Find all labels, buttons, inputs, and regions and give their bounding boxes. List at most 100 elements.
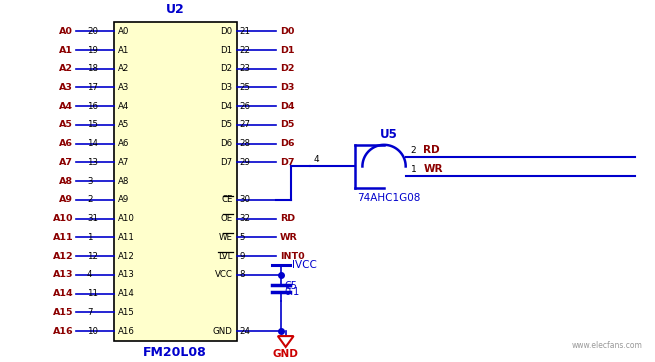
Text: 2: 2 [411,146,416,155]
Text: A2: A2 [117,64,129,73]
Text: 3: 3 [87,177,92,186]
Text: INT0: INT0 [280,252,305,261]
Text: 5: 5 [240,233,245,242]
Text: A11: A11 [117,233,134,242]
Text: D4: D4 [280,102,294,111]
Text: 28: 28 [240,139,250,148]
Text: A1: A1 [59,46,73,55]
Text: 9: 9 [240,252,245,261]
Text: 18: 18 [87,64,98,73]
Text: GND: GND [213,327,233,336]
Polygon shape [113,22,236,341]
Text: 7: 7 [87,308,92,317]
Text: FM20L08: FM20L08 [143,346,207,359]
Text: D2: D2 [280,64,294,73]
Text: A15: A15 [53,308,73,317]
Text: 26: 26 [240,102,250,111]
Text: A12: A12 [52,252,73,261]
Text: A7: A7 [117,158,129,167]
Text: WR: WR [423,164,443,174]
Text: D5: D5 [221,121,233,130]
Text: A1: A1 [117,46,129,55]
Text: A7: A7 [59,158,73,167]
Text: A16: A16 [52,327,73,336]
Text: A4: A4 [117,102,129,111]
Text: D4: D4 [221,102,233,111]
Text: A3: A3 [117,83,129,92]
Text: D0: D0 [280,27,294,36]
Text: 8: 8 [240,270,245,279]
Text: WE: WE [219,233,233,242]
Text: 21: 21 [240,27,250,36]
Text: 23: 23 [240,64,250,73]
Text: 12: 12 [87,252,98,261]
Text: 17: 17 [87,83,98,92]
Text: A6: A6 [117,139,129,148]
Text: A16: A16 [117,327,134,336]
Text: 16: 16 [87,102,98,111]
Text: LVL: LVL [218,252,233,261]
Text: 0.1: 0.1 [285,287,300,297]
Text: A0: A0 [117,27,129,36]
Text: A9: A9 [59,195,73,205]
Text: A4: A4 [59,102,73,111]
Text: 22: 22 [240,46,250,55]
Text: C5: C5 [285,281,298,291]
Text: D5: D5 [280,121,294,130]
Text: D6: D6 [280,139,294,148]
Text: 15: 15 [87,121,98,130]
Text: VCC: VCC [215,270,233,279]
Text: A15: A15 [117,308,134,317]
Text: 29: 29 [240,158,250,167]
Text: 4: 4 [313,155,319,164]
Text: A8: A8 [59,177,73,186]
Text: RD: RD [280,214,295,223]
Text: GND: GND [272,349,299,359]
Text: 30: 30 [240,195,250,205]
Text: A10: A10 [117,214,134,223]
Text: 1: 1 [87,233,92,242]
Text: 1: 1 [411,165,417,174]
Text: A3: A3 [60,83,73,92]
Text: D3: D3 [280,83,294,92]
Text: A13: A13 [53,270,73,279]
Text: RD: RD [423,145,440,155]
Text: OE: OE [220,214,233,223]
Text: 27: 27 [240,121,250,130]
Text: 13: 13 [87,158,98,167]
Text: 32: 32 [240,214,250,223]
Text: U2: U2 [166,3,185,16]
Text: D2: D2 [221,64,233,73]
Text: A8: A8 [117,177,129,186]
Text: A0: A0 [60,27,73,36]
Text: D7: D7 [280,158,294,167]
Text: A14: A14 [117,289,134,298]
Text: D6: D6 [221,139,233,148]
Text: D1: D1 [221,46,233,55]
Text: U5: U5 [380,128,398,141]
Text: 20: 20 [87,27,98,36]
Text: A5: A5 [117,121,129,130]
Text: A12: A12 [117,252,134,261]
Text: www.elecfans.com: www.elecfans.com [572,341,643,350]
Text: 10: 10 [87,327,98,336]
Text: A13: A13 [117,270,134,279]
Text: A10: A10 [53,214,73,223]
Text: 4: 4 [87,270,92,279]
Text: D3: D3 [221,83,233,92]
Text: A6: A6 [59,139,73,148]
Polygon shape [278,336,293,347]
Text: 11: 11 [87,289,98,298]
Text: 74AHC1G08: 74AHC1G08 [357,193,421,203]
Text: IVCC: IVCC [291,260,316,270]
Text: 2: 2 [87,195,92,205]
Text: D0: D0 [221,27,233,36]
Text: A5: A5 [60,121,73,130]
Text: WR: WR [280,233,297,242]
Text: D1: D1 [280,46,294,55]
Text: A11: A11 [52,233,73,242]
Text: 31: 31 [87,214,98,223]
Text: 14: 14 [87,139,98,148]
Text: A2: A2 [59,64,73,73]
Text: D7: D7 [221,158,233,167]
